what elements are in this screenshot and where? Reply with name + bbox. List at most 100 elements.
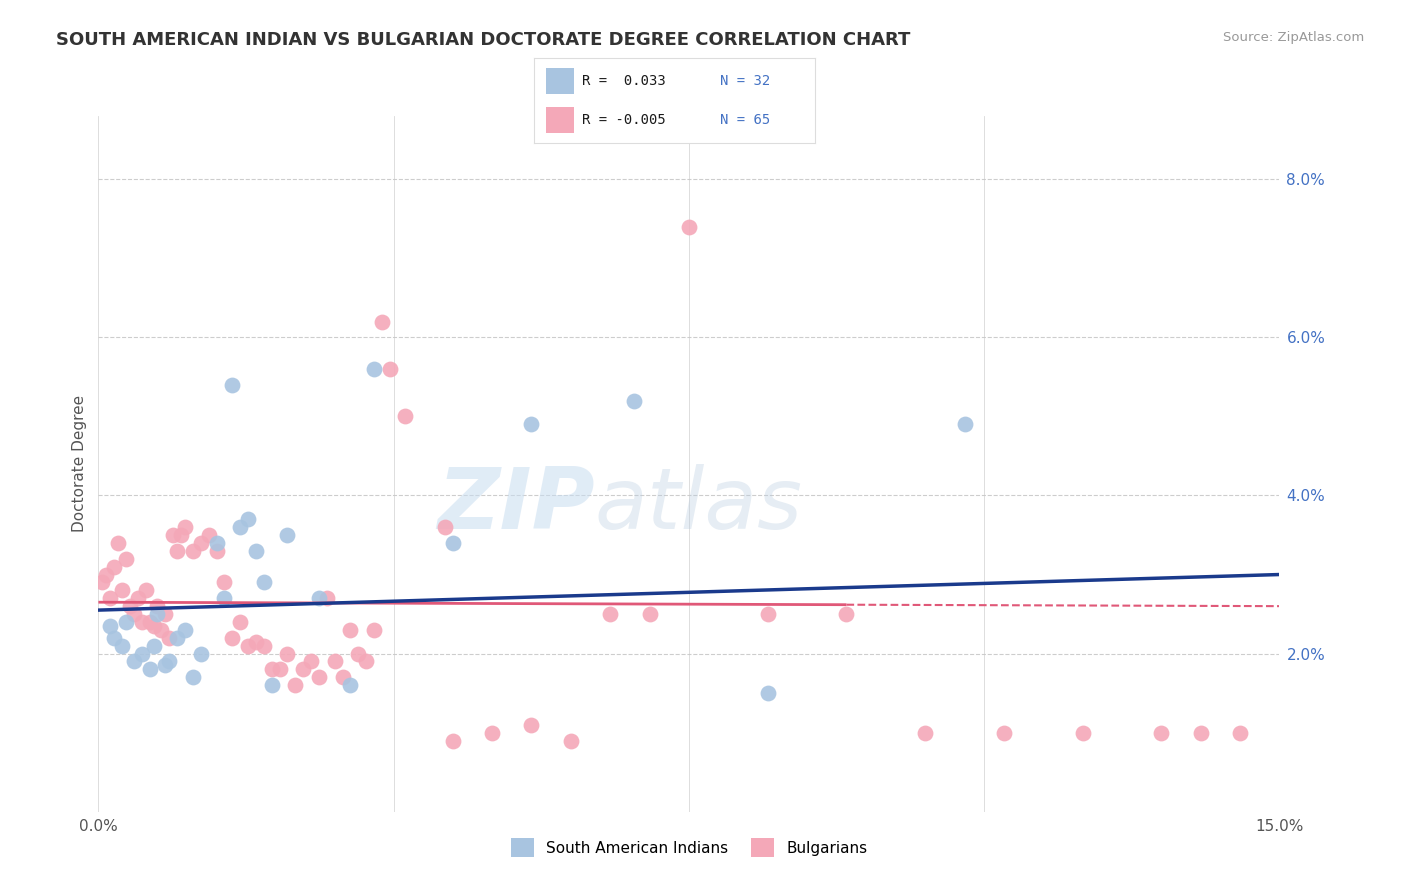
Point [122,655,145,669]
Point [127,591,149,606]
Point [433,520,456,534]
Point [150,623,173,637]
Point [162,528,184,542]
Point [181,544,204,558]
Point [339,623,361,637]
Point [599,607,621,621]
Point [1150,725,1173,739]
Point [174,520,197,534]
Point [146,599,169,614]
Point [98,591,121,606]
Point [292,662,315,676]
Point [122,607,145,621]
Point [115,615,138,629]
Point [276,647,298,661]
Point [914,725,936,739]
Point [347,647,370,661]
Text: Source: ZipAtlas.com: Source: ZipAtlas.com [1223,31,1364,45]
Point [756,607,779,621]
Point [253,575,276,590]
Text: SOUTH AMERICAN INDIAN VS BULGARIAN DOCTORATE DEGREE CORRELATION CHART: SOUTH AMERICAN INDIAN VS BULGARIAN DOCTO… [56,31,911,49]
Point [142,639,165,653]
Point [111,583,134,598]
Bar [546,107,574,133]
Point [221,631,243,645]
Point [623,393,645,408]
Point [131,615,153,629]
Point [190,536,212,550]
Point [166,544,188,558]
Text: atlas: atlas [595,464,803,547]
Point [205,544,228,558]
Point [371,314,394,328]
Point [260,678,283,692]
Point [205,536,228,550]
Point [323,655,346,669]
Point [229,520,252,534]
Point [441,733,464,747]
Point [363,623,385,637]
Point [953,417,976,432]
Point [299,655,322,669]
Point [993,725,1015,739]
Point [339,678,361,692]
Text: R =  0.033: R = 0.033 [582,74,666,87]
Bar [546,68,574,94]
Point [131,647,153,661]
Point [441,536,464,550]
Point [236,639,259,653]
Point [229,615,252,629]
Point [96,567,118,582]
Point [363,362,385,376]
Point [91,575,114,590]
Point [315,591,337,606]
Point [115,551,138,566]
Point [560,733,582,747]
Point [135,583,157,598]
Point [138,662,160,676]
Point [107,536,129,550]
Point [308,670,330,684]
Point [103,631,125,645]
Text: ZIP: ZIP [437,464,595,547]
Point [245,634,267,648]
Point [276,528,298,542]
Point [378,362,401,376]
Point [236,512,259,526]
Point [197,528,219,542]
Point [1189,725,1212,739]
Point [98,619,121,633]
Text: N = 65: N = 65 [720,113,770,127]
Point [1229,725,1251,739]
Point [756,686,779,700]
Point [190,647,212,661]
Point [678,219,700,234]
Point [170,528,193,542]
Point [284,678,307,692]
Point [638,607,661,621]
Point [245,544,267,558]
Point [214,591,236,606]
Point [221,377,243,392]
Text: R = -0.005: R = -0.005 [582,113,666,127]
Point [111,639,134,653]
Point [146,607,169,621]
Point [520,417,543,432]
Point [394,409,416,424]
Point [308,591,330,606]
Point [138,615,160,629]
Point [332,670,354,684]
Point [155,658,177,673]
Point [481,725,503,739]
Point [835,607,858,621]
Point [354,655,377,669]
Point [166,631,188,645]
Legend: South American Indians, Bulgarians: South American Indians, Bulgarians [505,832,873,863]
Point [253,639,276,653]
Point [103,559,125,574]
Text: N = 32: N = 32 [720,74,770,87]
Point [1071,725,1094,739]
Point [118,599,141,614]
Point [214,575,236,590]
Point [157,655,180,669]
